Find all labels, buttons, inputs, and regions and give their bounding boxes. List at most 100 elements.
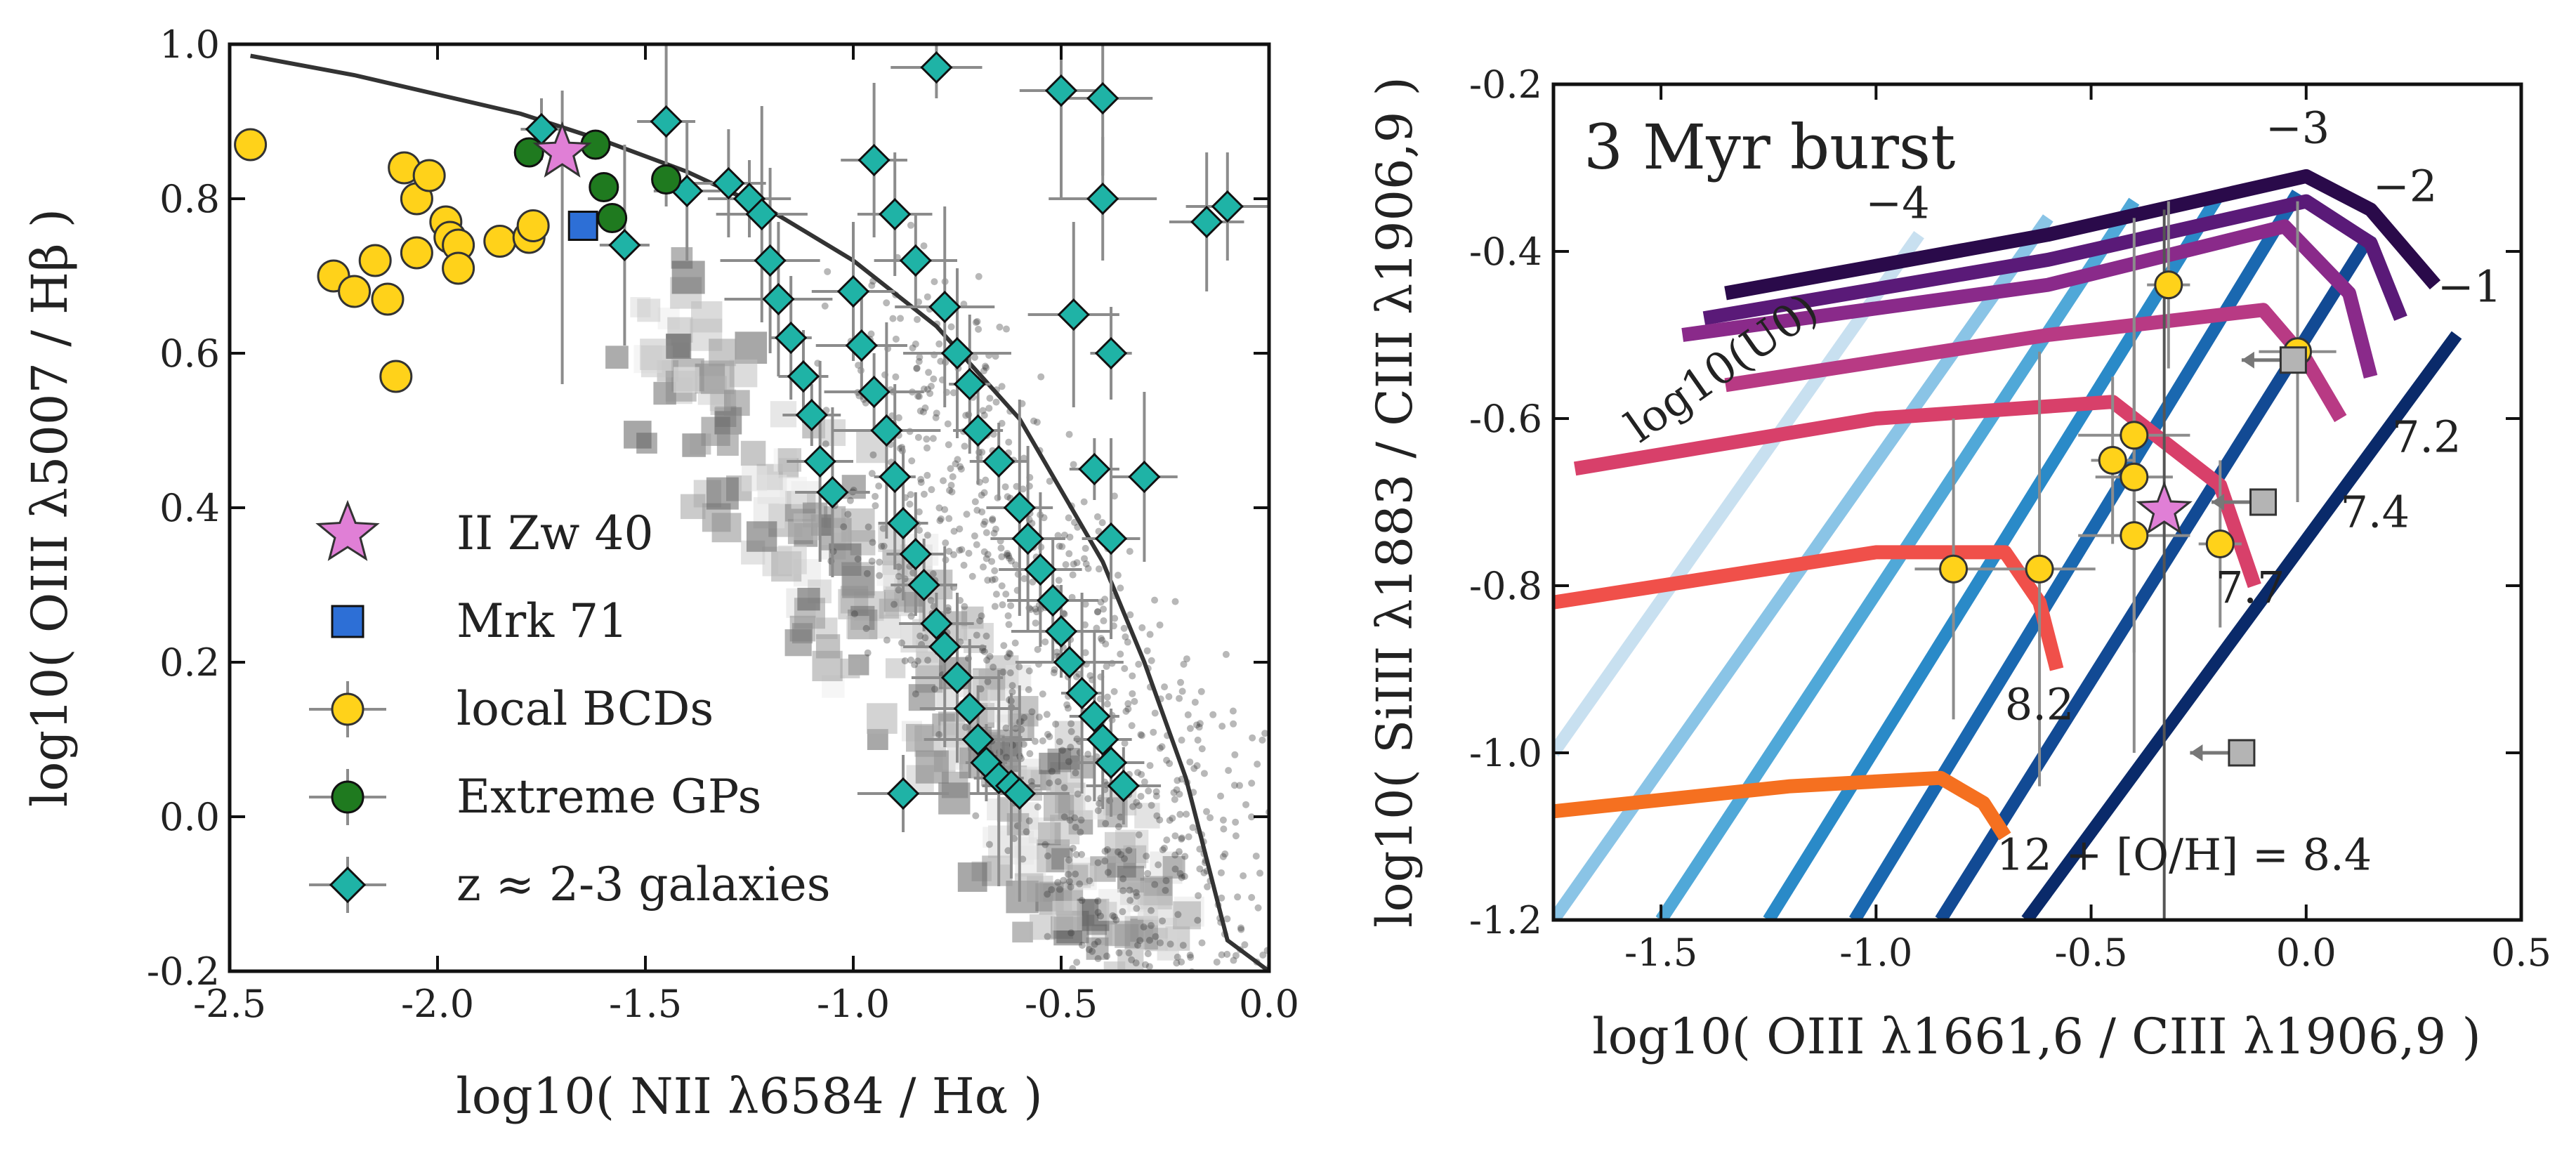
sdss-galaxy-dot	[1259, 951, 1267, 959]
sdss-galaxy-dot	[1103, 662, 1110, 670]
sdss-galaxy-dot	[895, 586, 902, 594]
sdss-galaxy-dot	[1156, 816, 1164, 824]
sdss-galaxy-dot	[980, 489, 988, 496]
sdss-galaxy-dot	[1315, 834, 1322, 841]
sdss-galaxy-dot	[1172, 1053, 1179, 1060]
y-tick-label: -0.2	[1469, 63, 1542, 107]
z-galaxy-point	[961, 414, 994, 447]
sdss-galaxy-dot	[950, 551, 958, 558]
sdss-galaxy-dot	[1191, 698, 1199, 706]
sdss-galaxy-dot	[1000, 642, 1008, 650]
sdss-galaxy-dot	[1033, 419, 1041, 426]
sdss-galaxy-dot	[1115, 997, 1122, 1004]
sdss-galaxy-dot	[1271, 763, 1278, 770]
bcd-point	[338, 275, 372, 308]
sdss-galaxy-dot	[1219, 985, 1226, 992]
sdss-galaxy-dot	[1223, 1070, 1230, 1077]
sdss-galaxy-dot	[1307, 850, 1314, 857]
sdss-galaxy-dot	[1137, 731, 1145, 739]
sdss-galaxy-dot	[1320, 892, 1327, 899]
z-galaxy-point	[762, 282, 795, 316]
sdss-galaxy-dot	[1138, 770, 1145, 778]
iizw40-point	[2136, 480, 2193, 535]
sdss-galaxy-dot	[1157, 939, 1164, 947]
sdss-galaxy-dot	[1025, 817, 1033, 824]
density-cell	[723, 390, 750, 416]
sdss-galaxy-dot	[868, 470, 876, 478]
legend-square-marker	[331, 605, 364, 638]
sdss-galaxy-dot	[1284, 837, 1291, 844]
sdss-galaxy-dot	[972, 319, 980, 327]
sdss-galaxy-dot	[892, 335, 900, 343]
sdss-galaxy-dot	[1176, 1092, 1183, 1099]
sdss-galaxy-dot	[1226, 1040, 1233, 1047]
sdss-galaxy-dot	[1126, 548, 1133, 555]
sdss-galaxy-dot	[1194, 916, 1202, 924]
left-y-axis-label: log10( OIII λ5007 / Hβ )	[21, 209, 79, 807]
sdss-galaxy-dot	[906, 500, 914, 508]
sdss-galaxy-dot	[868, 282, 876, 289]
z-galaxy-point	[754, 244, 787, 277]
sdss-galaxy-dot	[916, 632, 924, 640]
sdss-galaxy-dot	[1144, 869, 1152, 877]
sdss-galaxy-dot	[1109, 912, 1117, 919]
sdss-galaxy-dot	[963, 511, 971, 518]
sdss-galaxy-dot	[1070, 461, 1077, 468]
sdss-galaxy-dot	[1200, 770, 1208, 777]
sdss-galaxy-dot	[961, 442, 968, 450]
sdss-galaxy-dot	[1163, 756, 1171, 764]
sdss-galaxy-dot	[869, 539, 876, 546]
z-galaxy-point	[886, 777, 920, 810]
sdss-galaxy-dot	[1072, 823, 1079, 831]
sdss-galaxy-dot	[1133, 798, 1141, 806]
sdss-galaxy-dot	[1084, 750, 1092, 758]
sdss-galaxy-dot	[1135, 802, 1143, 810]
sdss-galaxy-dot	[1044, 933, 1051, 940]
bcd-point	[2120, 462, 2149, 492]
z-galaxy-point	[1057, 298, 1090, 331]
z-galaxy-point	[1086, 182, 1119, 216]
sdss-galaxy-dot	[916, 527, 924, 534]
sdss-galaxy-dot	[1152, 933, 1159, 940]
sdss-galaxy-dot	[1065, 878, 1073, 886]
sdss-galaxy-dot	[1183, 1083, 1190, 1090]
sdss-galaxy-dot	[1056, 738, 1063, 746]
sdss-galaxy-dot	[1229, 707, 1237, 715]
sdss-galaxy-dot	[1209, 711, 1217, 718]
y-tick-label: -1.0	[1469, 731, 1542, 775]
sdss-galaxy-dot	[1094, 909, 1102, 916]
sdss-galaxy-dot	[1046, 732, 1053, 740]
sdss-galaxy-dot	[1218, 951, 1225, 959]
sdss-galaxy-dot	[1076, 880, 1084, 888]
sdss-galaxy-dot	[1223, 950, 1231, 958]
bcd-point	[2120, 521, 2149, 551]
sdss-galaxy-dot	[998, 553, 1006, 560]
sdss-galaxy-dot	[1098, 519, 1106, 527]
sdss-galaxy-dot	[1039, 690, 1046, 698]
sdss-galaxy-dot	[957, 463, 964, 471]
sdss-galaxy-dot	[983, 529, 990, 537]
sdss-galaxy-dot	[1176, 790, 1183, 798]
sdss-galaxy-dot	[824, 268, 832, 275]
sdss-galaxy-dot	[947, 481, 955, 489]
legend-label: Mrk 71	[456, 594, 628, 648]
sdss-galaxy-dot	[915, 393, 923, 400]
sdss-galaxy-dot	[1170, 1061, 1177, 1068]
sdss-galaxy-dot	[898, 639, 906, 647]
sdss-galaxy-dot	[975, 325, 983, 333]
sdss-galaxy-dot	[988, 558, 996, 565]
sdss-galaxy-dot	[999, 669, 1007, 676]
sdss-galaxy-dot	[897, 315, 905, 322]
sdss-galaxy-dot	[1003, 754, 1011, 761]
sdss-galaxy-dot	[1146, 762, 1154, 770]
sdss-galaxy-dot	[1196, 865, 1204, 873]
sdss-galaxy-dot	[1046, 478, 1053, 485]
sdss-galaxy-dot	[1034, 645, 1041, 653]
sdss-galaxy-dot	[1070, 560, 1077, 568]
sdss-galaxy-dot	[1044, 890, 1051, 898]
density-cell	[1175, 1034, 1198, 1058]
sdss-galaxy-dot	[980, 412, 988, 419]
sdss-galaxy-dot	[855, 362, 862, 369]
sdss-galaxy-dot	[949, 473, 957, 480]
sdss-galaxy-dot	[1037, 373, 1045, 381]
